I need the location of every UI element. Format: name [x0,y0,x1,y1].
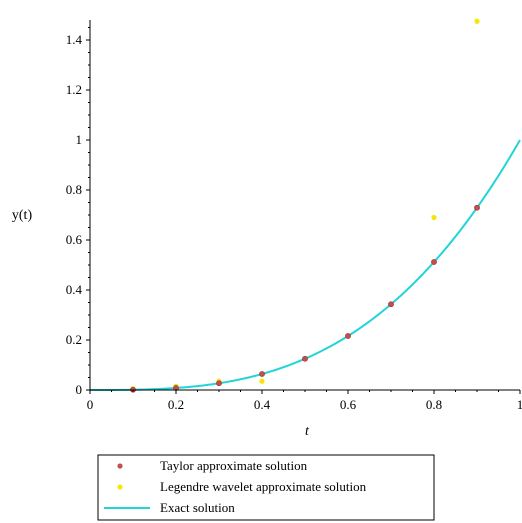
x-tick-label: 0.6 [340,397,357,412]
x-tick-label: 0.4 [254,397,271,412]
plot-area [90,18,521,393]
legend-label-exact: Exact solution [160,500,235,515]
taylor-point [431,259,437,265]
taylor-point [388,301,394,308]
taylor-point [216,380,222,387]
legend-box [97,454,435,521]
axes: 0 0.2 0.4 0.6 0.8 1 0 0.2 0.4 0.6 0.8 1 1.2 1.4 [66,20,522,412]
legend-label-taylor: Taylor approximate solution [160,458,308,473]
x-tick-label: 0 [87,397,94,412]
y-tick-label: 0 [76,382,83,397]
taylor-point [474,204,480,211]
x-axis-label: t [305,424,310,439]
y-tick-label: 0.4 [66,282,83,297]
legend-label-legendre: Legendre wavelet approximate solution [160,479,367,494]
y-tick-label: 1 [76,132,83,147]
x-tick-label: 0.2 [168,397,184,412]
y-axis-label: y(t) [12,208,33,223]
legendre-point [474,18,480,24]
x-tick-label: 0.8 [426,397,442,412]
y-tick-label: 1.4 [66,32,83,47]
y-tick-label: 0.6 [66,232,83,247]
taylor-point [345,333,351,339]
taylor-point [259,371,265,377]
legendre-point [431,214,437,221]
legendre-point [259,378,265,384]
x-tick-label: 1 [517,397,522,412]
y-tick-label: 0.2 [66,332,82,347]
exact-solution-line [90,139,521,391]
y-tick-label: 1.2 [66,82,82,97]
y-tick-label: 0.8 [66,182,82,197]
taylor-point [302,355,308,362]
legend-marker-taylor [117,463,123,469]
legend: Taylor approximate solution Legendre wave… [97,454,435,521]
legend-marker-legendre [117,484,123,490]
